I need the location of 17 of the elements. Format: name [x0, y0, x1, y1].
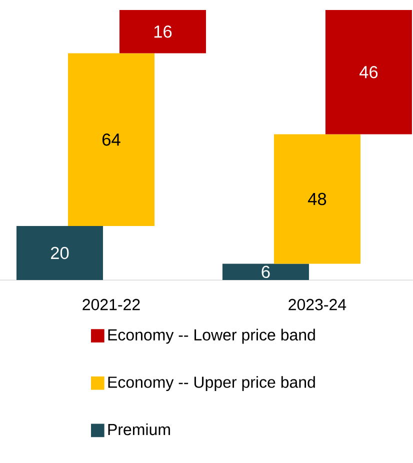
- bar: [16, 226, 103, 280]
- bar: [222, 264, 309, 280]
- bar: [325, 10, 412, 134]
- data-label: 20: [50, 246, 69, 260]
- data-label: 16: [154, 25, 172, 38]
- data-label: 6: [262, 266, 270, 278]
- bar: [274, 134, 360, 264]
- data-label: 48: [308, 192, 326, 206]
- legend-label: Economy -- Upper price band: [108, 376, 315, 392]
- bar: [119, 10, 206, 54]
- legend-label: Economy -- Lower price band: [108, 328, 315, 344]
- bar: [68, 53, 154, 226]
- x-tick-label: 2021-22: [82, 298, 140, 310]
- legend-label: Premium: [108, 423, 170, 436]
- data-label: 46: [359, 66, 378, 78]
- x-tick-label: 2023-24: [288, 298, 346, 310]
- data-label: 64: [102, 133, 120, 146]
